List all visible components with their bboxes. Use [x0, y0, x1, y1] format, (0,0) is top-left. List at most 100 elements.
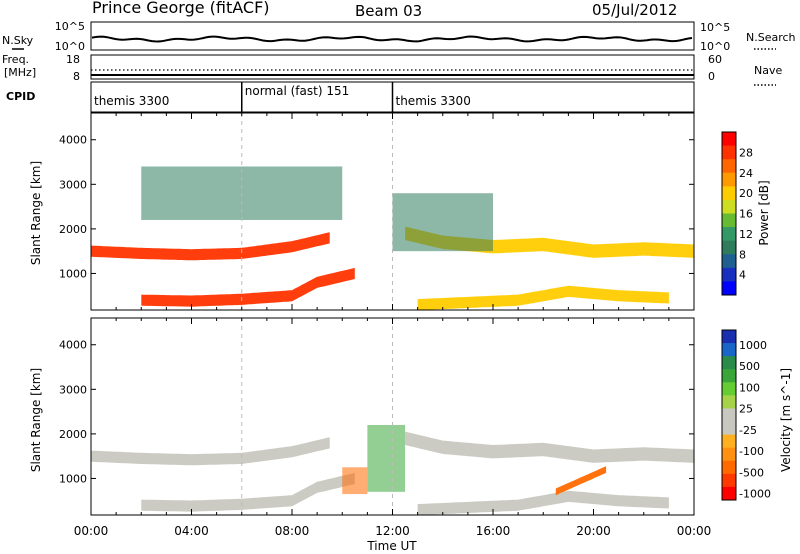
x-tick-label: 16:00	[476, 524, 511, 538]
colorbar-swatch	[722, 159, 736, 174]
colorbar-label: -500	[739, 466, 764, 479]
data-patch	[367, 424, 406, 492]
data-patch	[342, 467, 368, 495]
colorbar-swatch	[722, 434, 736, 449]
colorbar-swatch	[722, 267, 736, 282]
y-tick-label: 4000	[59, 134, 87, 147]
nave-label: Nave	[754, 64, 782, 77]
x-axis-label: Time UT	[366, 539, 417, 553]
date-title: 05/Jul/2012	[592, 1, 677, 19]
cpid-segment-label: themis 3300	[94, 94, 169, 108]
velocity-colorbar-title: Velocity [m s^-1]	[779, 368, 793, 472]
cpid-label: CPID	[6, 90, 35, 103]
colorbar-swatch	[722, 227, 736, 242]
velocity-y-ticks: 1000 2000 3000 4000	[59, 339, 694, 485]
colorbar-label: 25	[739, 403, 753, 416]
freq-label-line1: Freq.	[2, 53, 29, 66]
nsearch-label: N.Search	[746, 31, 796, 44]
nsky-tick-top: 10^5	[55, 20, 85, 33]
y-tick-label: 2000	[59, 223, 87, 236]
beam-title: Beam 03	[355, 2, 422, 20]
x-tick-label: 04:00	[174, 524, 209, 538]
colorbar-swatch	[722, 460, 736, 475]
colorbar-swatch	[722, 145, 736, 160]
colorbar-label: 16	[739, 208, 753, 221]
x-tick-labels: 00:00 04:00 08:00 12:00 16:00 20:00 00:00	[74, 524, 712, 538]
velocity-panel: 1000 2000 3000 4000 Slant Range [km]	[29, 317, 695, 516]
colorbar-swatch	[722, 172, 736, 187]
velocity-features	[91, 424, 694, 516]
data-band	[555, 466, 607, 496]
x-tick-label: 20:00	[576, 524, 611, 538]
data-band	[417, 285, 669, 311]
colorbar-frame	[721, 131, 737, 296]
nsearch-tick-top: 10^5	[700, 21, 730, 34]
colorbar-label: 28	[739, 146, 753, 159]
y-tick-label: 1000	[59, 267, 87, 280]
data-band	[141, 472, 355, 512]
colorbar-label: 20	[739, 187, 753, 200]
colorbar-swatch	[722, 343, 736, 357]
colorbar-swatch	[722, 281, 736, 296]
power-y-axis-label: Slant Range [km]	[29, 161, 43, 265]
y-tick-label: 2000	[59, 428, 87, 441]
y-tick-label: 3000	[59, 383, 87, 396]
freq-frame	[90, 54, 695, 80]
colorbar-label: -25	[739, 424, 757, 437]
x-tick-label: 12:00	[375, 524, 410, 538]
colorbar-swatch	[722, 199, 736, 214]
data-band	[417, 490, 669, 516]
y-tick-label: 4000	[59, 339, 87, 352]
velocity-x-ticks	[90, 318, 695, 515]
colorbar-swatch	[722, 132, 736, 147]
station-title: Prince George (fitACF)	[92, 0, 270, 17]
nave-tick-bottom: 0	[708, 70, 715, 83]
nsky-frame	[90, 21, 695, 51]
x-tick-label: 00:00	[74, 524, 109, 538]
colorbar-swatch	[722, 213, 736, 228]
freq-label-line2: [MHz]	[4, 66, 36, 79]
colorbar-swatch	[722, 254, 736, 269]
freq-strip: Freq. [MHz] 18 8 60 0 Nave	[2, 53, 782, 86]
colorbar-swatch	[722, 447, 736, 462]
nsky-tick-bottom: 10^0	[55, 40, 85, 53]
cpid-strip: CPID themis 3300 normal (fast) 151 themis …	[6, 81, 695, 113]
data-band	[141, 267, 355, 307]
data-band	[405, 431, 694, 463]
colorbar-label: -100	[739, 445, 764, 458]
colorbar-label: 12	[739, 228, 753, 241]
cpid-segment-label: themis 3300	[396, 94, 471, 108]
power-colorbar-title: Power [dB]	[757, 180, 771, 245]
data-patch	[392, 193, 493, 252]
power-panel: 1000 2000 3000 4000 Slant Range [km]	[29, 112, 695, 311]
nsearch-tick-bottom: 10^0	[700, 40, 730, 53]
nsky-trace	[91, 35, 693, 43]
colorbar-label: 4	[739, 269, 746, 282]
colorbar-label: 8	[739, 248, 746, 261]
colorbar-swatch	[722, 473, 736, 488]
colorbar-swatch	[722, 382, 736, 396]
freq-tick-bottom: 8	[73, 70, 80, 83]
velocity-y-axis-label: Slant Range [km]	[29, 368, 43, 472]
power-features	[91, 166, 694, 311]
colorbar-label: 500	[739, 360, 760, 373]
velocity-colorbar: 1000 500 100 25 -25 -100 -500 -1000	[721, 329, 771, 501]
colorbar-label: 1000	[739, 339, 767, 352]
nsky-label: N.Sky	[2, 34, 34, 47]
y-tick-label: 1000	[59, 472, 87, 485]
colorbar-swatch	[722, 186, 736, 201]
colorbar-frame	[721, 329, 737, 501]
power-colorbar: 28 24 20 16 12 8 4	[721, 131, 753, 296]
colorbar-swatch	[722, 356, 736, 370]
colorbar-swatch	[722, 369, 736, 383]
nave-tick-top: 60	[708, 53, 722, 66]
power-y-ticks: 1000 2000 3000 4000	[59, 134, 694, 280]
power-x-ticks	[90, 113, 695, 310]
colorbar-swatch	[722, 240, 736, 255]
x-tick-label: 00:00	[677, 524, 712, 538]
colorbar-label: 24	[739, 167, 753, 180]
colorbar-swatch	[722, 421, 736, 436]
colorbar-swatch	[722, 486, 736, 501]
x-tick-label: 08:00	[275, 524, 310, 538]
freq-tick-top: 18	[66, 53, 80, 66]
